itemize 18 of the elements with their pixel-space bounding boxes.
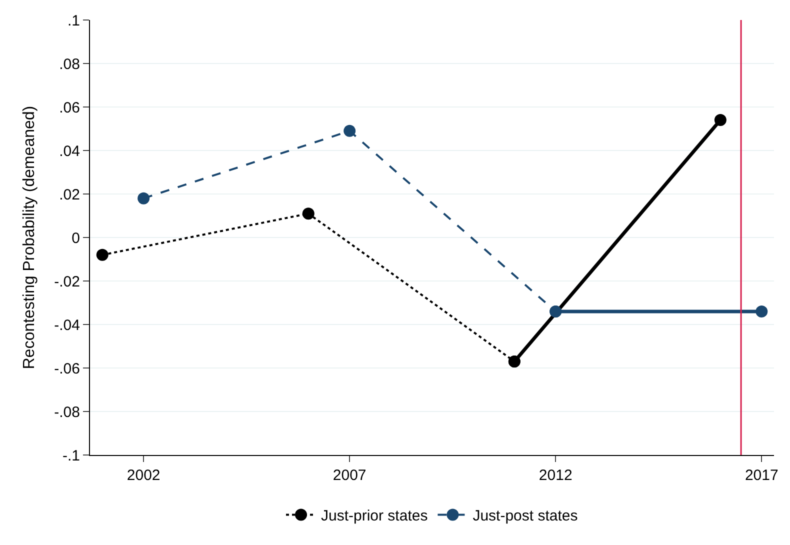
- y-tick-label: -.08: [54, 404, 80, 421]
- y-tick-label: .02: [59, 186, 80, 204]
- y-tick-label: .06: [59, 99, 80, 116]
- y-tick-label: .04: [59, 142, 80, 160]
- y-tick-label: -.02: [54, 273, 80, 290]
- y-tick-label: -.1: [62, 447, 80, 464]
- legend-label: Just-post states: [472, 508, 578, 525]
- x-tick-label: 2007: [332, 467, 366, 484]
- y-tick-label: .08: [59, 56, 80, 73]
- y-tick-label: -.06: [54, 360, 80, 378]
- y-tick-label: .1: [67, 12, 80, 30]
- y-axis-title: Recontesting Probability (demeaned): [21, 106, 38, 370]
- legend-label: Just-prior states: [321, 508, 428, 525]
- y-tick-label: 0: [72, 230, 80, 247]
- y-tick-label: -.04: [54, 316, 80, 334]
- x-tick-label: 2012: [538, 467, 572, 484]
- x-tick-label: 2002: [126, 467, 160, 484]
- x-tick-label: 2017: [744, 467, 778, 484]
